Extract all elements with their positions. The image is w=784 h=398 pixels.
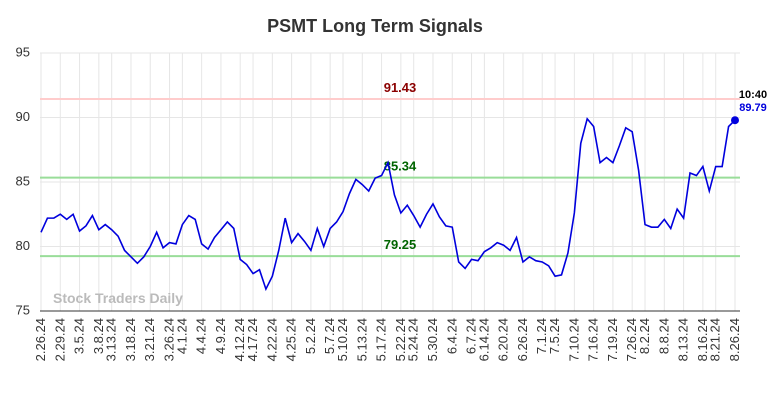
x-tick-label: 3.26.24 bbox=[162, 318, 177, 361]
x-tick-label: 7.16.24 bbox=[586, 318, 601, 361]
y-tick-label: 85 bbox=[16, 173, 30, 188]
x-tick-label: 6.14.24 bbox=[476, 318, 491, 361]
x-tick-label: 6.26.24 bbox=[515, 318, 530, 361]
x-tick-label: 3.18.24 bbox=[123, 318, 138, 361]
x-tick-label: 5.24.24 bbox=[406, 318, 421, 361]
x-tick-label: 5.7.24 bbox=[322, 318, 337, 354]
x-tick-label: 2.29.24 bbox=[52, 318, 67, 361]
x-tick-label: 8.2.24 bbox=[637, 318, 652, 354]
x-tick-label: 8.26.24 bbox=[727, 318, 742, 361]
y-tick-label: 90 bbox=[16, 109, 30, 124]
price-line bbox=[40, 117, 736, 292]
chart-title: PSMT Long Term Signals bbox=[267, 16, 483, 36]
x-tick-label: 4.1.24 bbox=[174, 318, 189, 354]
x-tick-label: 8.8.24 bbox=[656, 318, 671, 354]
x-tick-label: 5.13.24 bbox=[354, 318, 369, 361]
x-tick-label: 8.16.24 bbox=[695, 318, 710, 361]
reference-label: 79.25 bbox=[384, 237, 417, 252]
x-tick-label: 5.22.24 bbox=[393, 318, 408, 361]
watermark: Stock Traders Daily bbox=[53, 290, 183, 306]
x-tick-label: 3.13.24 bbox=[104, 318, 119, 361]
y-tick-label: 95 bbox=[16, 44, 30, 59]
x-tick-label: 2.26.24 bbox=[33, 318, 48, 361]
y-tick-label: 75 bbox=[16, 302, 30, 317]
reference-label: 85.34 bbox=[384, 159, 417, 174]
x-tick-label: 4.17.24 bbox=[245, 318, 260, 361]
x-tick-label: 6.20.24 bbox=[496, 318, 511, 361]
x-tick-label: 7.26.24 bbox=[624, 318, 639, 361]
x-tick-label: 4.9.24 bbox=[213, 318, 228, 354]
last-point bbox=[731, 116, 739, 125]
x-tick-label: 4.12.24 bbox=[232, 318, 247, 361]
x-tick-label: 4.25.24 bbox=[284, 318, 299, 361]
x-tick-label: 6.7.24 bbox=[464, 318, 479, 354]
x-tick-label: 4.4.24 bbox=[194, 318, 209, 354]
x-tick-label: 3.21.24 bbox=[142, 318, 157, 361]
x-tick-label: 8.21.24 bbox=[708, 318, 723, 361]
x-tick-label: 7.1.24 bbox=[534, 318, 549, 354]
x-tick-label: 5.10.24 bbox=[335, 318, 350, 361]
x-tick-label: 7.10.24 bbox=[566, 318, 581, 361]
last-time-label: 10:40 bbox=[739, 89, 767, 101]
last-value-label: 89.79 bbox=[739, 102, 767, 114]
x-tick-label: 5.17.24 bbox=[374, 318, 389, 361]
x-tick-label: 3.8.24 bbox=[91, 318, 106, 354]
x-tick-label: 7.19.24 bbox=[605, 318, 620, 361]
reference-label: 91.43 bbox=[384, 80, 417, 95]
x-tick-label: 8.13.24 bbox=[676, 318, 691, 361]
x-tick-label: 5.30.24 bbox=[425, 318, 440, 361]
x-tick-label: 3.5.24 bbox=[72, 318, 87, 354]
x-tick-label: 4.22.24 bbox=[264, 318, 279, 361]
x-tick-label: 5.2.24 bbox=[303, 318, 318, 354]
y-tick-label: 80 bbox=[16, 238, 30, 253]
x-tick-label: 7.5.24 bbox=[547, 318, 562, 354]
x-tick-label: 6.4.24 bbox=[444, 318, 459, 354]
